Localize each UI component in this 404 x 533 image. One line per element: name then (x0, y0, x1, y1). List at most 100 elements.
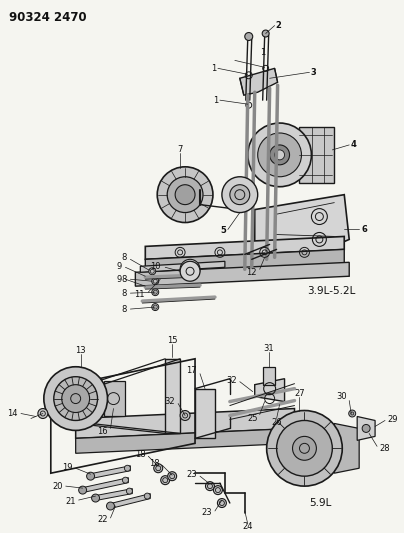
Text: 10: 10 (150, 262, 160, 271)
Text: 8: 8 (121, 274, 126, 284)
Circle shape (262, 30, 269, 37)
Text: 7: 7 (177, 146, 183, 155)
Circle shape (277, 421, 332, 476)
Text: 2: 2 (276, 21, 282, 30)
Text: 32: 32 (164, 397, 175, 406)
Text: 6: 6 (361, 225, 367, 234)
Circle shape (275, 150, 284, 160)
Text: 15: 15 (167, 336, 177, 345)
Polygon shape (83, 478, 128, 492)
Text: 20: 20 (52, 482, 63, 490)
Polygon shape (110, 494, 150, 508)
Text: 3.9L-5.2L: 3.9L-5.2L (307, 286, 356, 296)
Circle shape (161, 475, 170, 484)
Text: 8: 8 (121, 304, 126, 313)
Polygon shape (240, 68, 278, 95)
Text: 31: 31 (263, 344, 274, 353)
Circle shape (180, 410, 190, 421)
Polygon shape (145, 237, 344, 260)
Circle shape (168, 472, 177, 481)
Polygon shape (255, 195, 349, 254)
Text: 1: 1 (260, 48, 265, 57)
Text: 26: 26 (271, 418, 282, 427)
Circle shape (180, 260, 200, 279)
Text: 14: 14 (8, 409, 18, 418)
Polygon shape (90, 466, 130, 479)
Text: 29: 29 (387, 415, 398, 424)
Text: 32: 32 (226, 376, 237, 385)
Text: 12: 12 (246, 268, 257, 277)
Circle shape (149, 268, 156, 274)
Circle shape (126, 488, 133, 494)
Text: 4: 4 (350, 140, 356, 149)
Text: 9: 9 (116, 262, 122, 271)
Circle shape (86, 472, 95, 480)
Polygon shape (263, 367, 275, 385)
Circle shape (152, 278, 159, 285)
Circle shape (222, 177, 258, 213)
Circle shape (122, 477, 128, 483)
Text: 8: 8 (121, 289, 126, 297)
Circle shape (180, 261, 200, 281)
Text: 1: 1 (210, 64, 216, 73)
Text: 5: 5 (220, 226, 226, 235)
Polygon shape (299, 127, 334, 183)
Circle shape (152, 289, 159, 296)
Circle shape (349, 410, 356, 417)
Text: 3: 3 (310, 68, 316, 77)
Circle shape (213, 486, 222, 495)
Polygon shape (195, 389, 215, 438)
Circle shape (230, 185, 250, 205)
Text: 27: 27 (294, 389, 305, 398)
Circle shape (269, 145, 290, 165)
Circle shape (292, 437, 316, 461)
Polygon shape (145, 249, 344, 274)
Text: 19: 19 (62, 463, 73, 472)
Polygon shape (165, 359, 180, 433)
Polygon shape (135, 262, 349, 286)
Circle shape (217, 498, 226, 507)
Circle shape (144, 493, 150, 499)
Polygon shape (255, 378, 284, 401)
Text: 17: 17 (186, 366, 197, 375)
Circle shape (54, 377, 97, 421)
Text: 13: 13 (75, 346, 86, 356)
Circle shape (38, 408, 48, 418)
Circle shape (362, 424, 370, 432)
Polygon shape (76, 408, 295, 438)
Circle shape (92, 494, 99, 502)
Circle shape (267, 410, 342, 486)
Text: 5.9L: 5.9L (309, 498, 332, 508)
Text: 25: 25 (247, 414, 258, 423)
Circle shape (79, 486, 86, 494)
Circle shape (154, 464, 163, 473)
Text: 23: 23 (186, 470, 197, 479)
Text: 28: 28 (379, 444, 390, 453)
Text: 18: 18 (149, 459, 159, 468)
Polygon shape (334, 423, 359, 473)
Text: 24: 24 (242, 522, 253, 531)
Text: 21: 21 (65, 497, 76, 505)
Circle shape (157, 167, 213, 222)
Text: 16: 16 (97, 427, 107, 436)
Circle shape (248, 123, 311, 187)
Text: 1: 1 (213, 95, 218, 104)
Text: 22: 22 (97, 515, 107, 524)
Polygon shape (103, 381, 125, 416)
Circle shape (107, 502, 114, 510)
Text: 30: 30 (337, 392, 347, 401)
Circle shape (206, 482, 215, 490)
Text: 18: 18 (135, 450, 145, 459)
Circle shape (258, 133, 301, 177)
Circle shape (62, 385, 90, 413)
Circle shape (245, 33, 253, 41)
Circle shape (167, 177, 203, 213)
Polygon shape (76, 429, 295, 453)
Polygon shape (96, 489, 133, 500)
Circle shape (175, 185, 195, 205)
Circle shape (124, 465, 130, 471)
Circle shape (152, 304, 159, 311)
Polygon shape (357, 416, 375, 440)
Polygon shape (140, 261, 225, 272)
Text: 8: 8 (121, 253, 126, 262)
